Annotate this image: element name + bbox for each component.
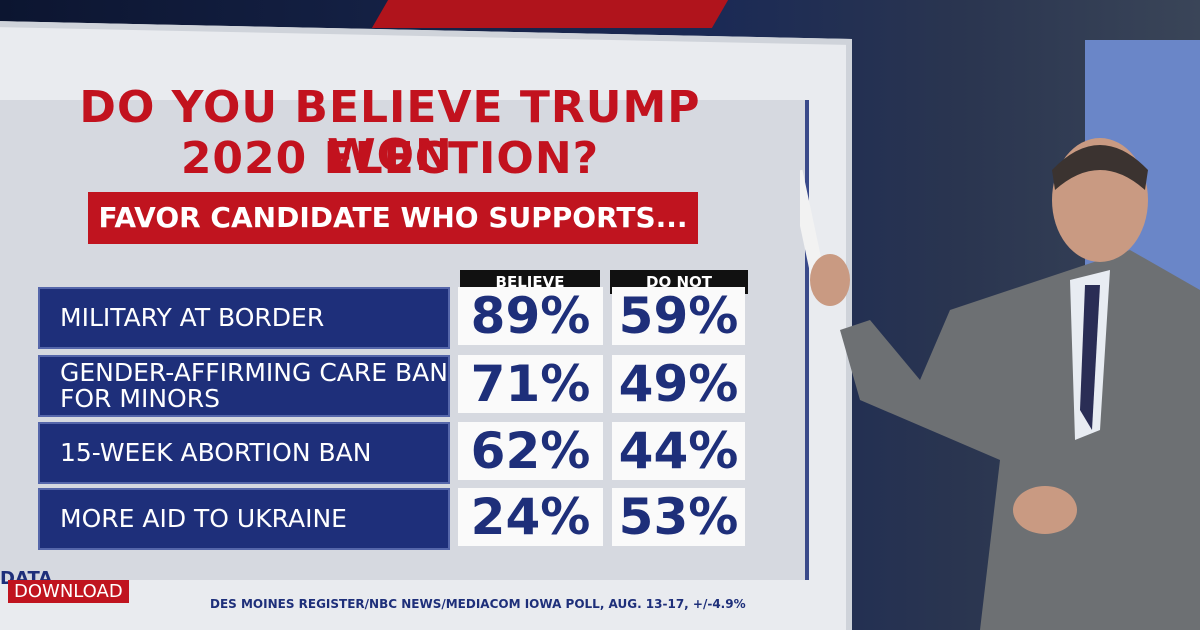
source: DES MOINES REGISTER/NBC NEWS/MEDIACOM IO… — [210, 597, 746, 611]
value-cell: 44% — [612, 422, 745, 480]
row-label: GENDER-AFFIRMING CARE BAN FOR MINORS — [38, 355, 450, 417]
brand: DOWNLOAD — [8, 580, 129, 603]
value-cell: 24% — [458, 488, 603, 546]
value-cell: 89% — [458, 287, 603, 345]
subtitle: FAVOR CANDIDATE WHO SUPPORTS... — [88, 192, 698, 244]
row-label: MILITARY AT BORDER — [38, 287, 450, 349]
row-label: MORE AID TO UKRAINE — [38, 488, 450, 550]
title-line: 2020 ELECTION? — [180, 133, 600, 184]
value-cell: 71% — [458, 355, 603, 413]
title-line: DO YOU BELIEVE TRUMP WON — [79, 82, 701, 181]
studio-light — [371, 0, 729, 28]
presenter — [800, 138, 1200, 630]
value-cell: 59% — [612, 287, 745, 345]
value-cell: 49% — [612, 355, 745, 413]
row-label: 15-WEEK ABORTION BAN — [38, 422, 450, 484]
value-cell: 53% — [612, 488, 745, 546]
value-cell: 62% — [458, 422, 603, 480]
